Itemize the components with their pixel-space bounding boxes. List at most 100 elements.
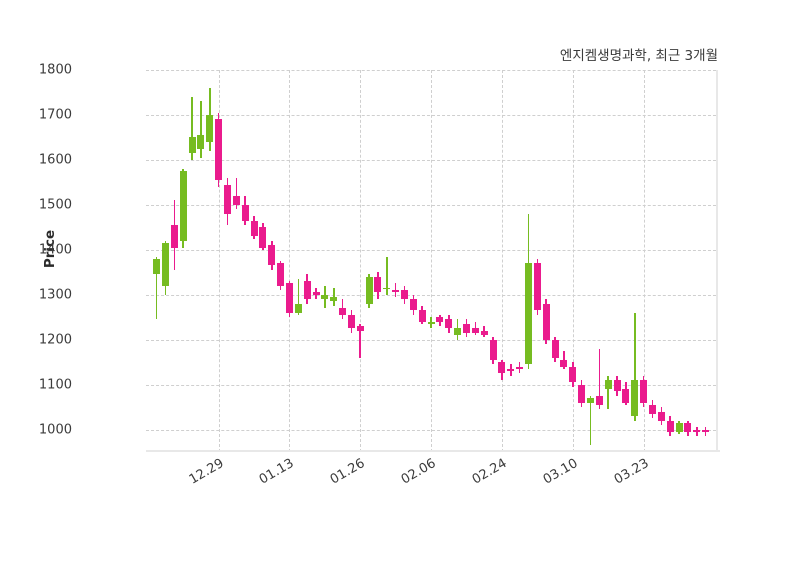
x-tick-label: 01.13 xyxy=(257,456,297,488)
x-axis-line xyxy=(146,450,720,452)
candle-body xyxy=(586,398,594,403)
candle-body xyxy=(480,330,488,336)
candle-body xyxy=(153,258,161,275)
chart-title: 엔지켐생명과학, 최근 3개월 xyxy=(559,48,718,64)
y-tick-label: 1100 xyxy=(38,377,72,393)
x-tick-label: 03.10 xyxy=(540,456,581,488)
x-tick-label: 01.26 xyxy=(328,456,368,488)
candle-body xyxy=(702,429,710,432)
candle-body xyxy=(347,314,355,329)
candle-body xyxy=(622,389,630,403)
candle-wick xyxy=(297,278,300,315)
candle-body xyxy=(631,380,639,417)
gridline-horizontal xyxy=(146,159,716,161)
candle-wick xyxy=(607,375,609,410)
candle-body xyxy=(693,429,701,432)
candle-body xyxy=(312,292,320,295)
gridline-vertical xyxy=(431,70,433,452)
candle-wick xyxy=(191,96,193,160)
candle-body xyxy=(339,308,347,315)
gridline-horizontal xyxy=(146,429,716,431)
candle-body xyxy=(232,195,240,205)
candle-wick xyxy=(598,348,601,410)
y-tick-label: 1800 xyxy=(38,62,72,78)
candle-body xyxy=(666,420,674,432)
candle-body xyxy=(569,366,577,383)
y-tick-label: 1000 xyxy=(38,422,72,438)
candle-body xyxy=(179,171,187,241)
y-tick-label: 1400 xyxy=(38,242,72,258)
candle-body xyxy=(542,303,550,340)
candle-body xyxy=(365,276,373,304)
gridline-vertical xyxy=(501,70,503,452)
candle-body xyxy=(427,321,435,324)
gridline-vertical xyxy=(643,70,645,452)
gridline-horizontal xyxy=(146,339,716,341)
y-tick-label: 1700 xyxy=(38,107,72,123)
gridline-vertical xyxy=(360,70,362,452)
candle-body xyxy=(675,422,683,432)
candle-body xyxy=(445,319,453,329)
candle-body xyxy=(498,362,506,374)
candle-body xyxy=(578,384,586,403)
gridline-horizontal xyxy=(146,114,716,116)
candle-body xyxy=(303,281,311,300)
candle-body xyxy=(374,276,382,293)
x-tick-label: 02.06 xyxy=(398,456,439,488)
candle-body xyxy=(206,114,214,142)
x-tick-label: 02.24 xyxy=(469,456,510,488)
candle-body xyxy=(161,243,169,286)
x-tick-label: 03.23 xyxy=(611,456,652,488)
y-tick-label: 1300 xyxy=(38,287,72,303)
gridline-vertical xyxy=(218,70,220,452)
candle-wick xyxy=(155,256,158,320)
candle-body xyxy=(356,326,364,331)
candle-wick xyxy=(359,323,362,358)
candle-body xyxy=(516,366,524,369)
candle-body xyxy=(648,404,656,414)
candle-wick xyxy=(200,101,202,158)
candle-body xyxy=(489,339,497,360)
gridline-vertical xyxy=(572,70,574,452)
candle-body xyxy=(640,380,648,403)
candle-wick xyxy=(386,256,388,295)
gridline-horizontal xyxy=(146,384,716,386)
gridline-horizontal xyxy=(146,70,716,71)
y-tick-label: 1200 xyxy=(38,332,72,348)
candle-wick xyxy=(474,321,477,336)
plot-area xyxy=(146,70,718,452)
candle-body xyxy=(268,245,276,266)
candle-body xyxy=(454,328,462,336)
candle-body xyxy=(551,339,559,358)
candle-body xyxy=(321,294,329,300)
candle-body xyxy=(259,227,267,248)
y-tick-label: 1500 xyxy=(38,197,72,213)
candle-body xyxy=(613,380,621,392)
candle-body xyxy=(277,263,285,286)
x-tick-label: 12.29 xyxy=(186,456,227,488)
candle-body xyxy=(409,299,417,311)
candle-body xyxy=(471,328,479,333)
candle-body xyxy=(463,323,471,333)
candle-body xyxy=(285,283,293,313)
candle-body xyxy=(604,380,612,390)
candle-body xyxy=(560,359,568,367)
candle-body xyxy=(223,184,231,214)
candle-wick xyxy=(589,395,592,446)
candle-body xyxy=(533,263,541,311)
candle-body xyxy=(215,119,223,181)
candle-body xyxy=(401,290,409,300)
candle-wick xyxy=(235,177,238,210)
y-tick-label: 1600 xyxy=(38,152,72,168)
gridline-horizontal xyxy=(146,204,716,206)
candle-wick xyxy=(695,427,698,437)
candle-body xyxy=(525,263,532,365)
candle-body xyxy=(188,137,196,154)
candle-body xyxy=(170,225,178,248)
gridline-vertical xyxy=(289,70,291,452)
candle-body xyxy=(418,310,426,322)
candle-body xyxy=(507,368,515,372)
candle-body xyxy=(392,290,400,293)
candle-wick xyxy=(704,427,707,437)
